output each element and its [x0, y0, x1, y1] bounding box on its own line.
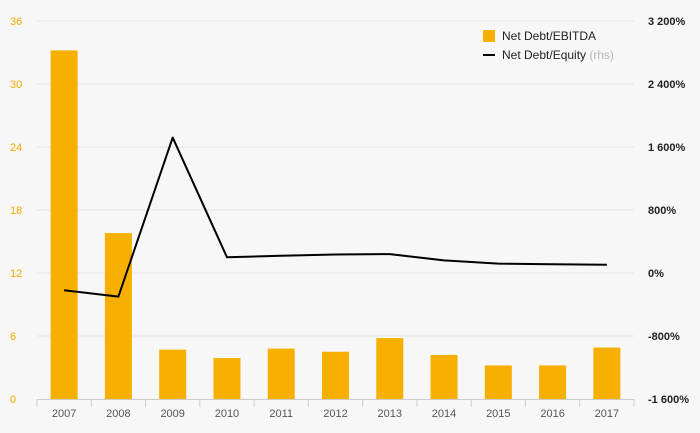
left-axis-tick-label: 0 [10, 394, 16, 406]
x-axis-tick-label: 2009 [160, 408, 184, 420]
left-axis-tick-label: 24 [10, 142, 22, 154]
left-axis-tick-label: 30 [10, 79, 22, 91]
bar-2007 [50, 50, 78, 400]
right-axis-tick-label: -800% [648, 331, 680, 343]
left-axis-tick-label: 12 [10, 268, 22, 280]
x-axis-tick-label: 2015 [486, 408, 510, 420]
bar-2017 [593, 347, 621, 399]
left-axis-tick-label: 6 [10, 331, 16, 343]
right-axis: -1 600% -800% 0% 800% 1 600% 2 400% 3 200% [648, 16, 689, 406]
legend-label-net-debt-ebitda: Net Debt/EBITDA [502, 29, 596, 43]
gridlines [37, 20, 634, 337]
legend-label-net-debt-equity: Net Debt/Equity (rhs) [502, 48, 614, 62]
right-axis-tick-label: 3 200% [648, 16, 686, 28]
right-axis-tick-label: 0% [648, 268, 664, 280]
bar-2009 [159, 349, 187, 399]
legend-label-rhs-suffix: (rhs) [589, 48, 614, 62]
legend-label-net-debt-equity-name: Net Debt/Equity [502, 48, 589, 62]
bar-2011 [267, 348, 295, 399]
legend-swatch-net-debt-ebitda [483, 30, 495, 42]
x-axis: 2007 2008 2009 2010 2011 2012 2013 2014 2015 2016… [36, 399, 635, 420]
x-axis-tick-label: 2017 [595, 408, 619, 420]
x-axis-tick-label: 2013 [378, 408, 402, 420]
bar-series [50, 50, 621, 400]
x-axis-tick-label: 2012 [323, 408, 347, 420]
left-axis-tick-label: 18 [10, 205, 22, 217]
bar-2010 [213, 358, 241, 399]
bar-2014 [430, 354, 458, 399]
left-axis-tick-label: 36 [10, 16, 22, 28]
bar-2008 [104, 233, 132, 399]
bar-2012 [322, 351, 349, 399]
legend: Net Debt/EBITDA Net Debt/Equity (rhs) [483, 29, 614, 62]
x-axis-tick-label: 2014 [432, 408, 456, 420]
right-axis-tick-label: 1 600% [648, 142, 686, 154]
x-axis-tick-label: 2011 [269, 408, 293, 420]
line-net-debt-equity [63, 136, 607, 298]
bar-2015 [484, 365, 512, 399]
line-series [63, 136, 607, 298]
right-axis-tick-label: 2 400% [648, 79, 686, 91]
x-axis-tick-label: 2008 [106, 408, 130, 420]
x-axis-tick-label: 2016 [540, 408, 564, 420]
bar-2013 [376, 338, 404, 399]
bar-2016 [539, 365, 567, 399]
x-axis-tick-label: 2010 [215, 408, 239, 420]
left-axis: 0 6 12 18 24 30 36 [10, 16, 22, 406]
right-axis-tick-label: -1 600% [648, 394, 689, 406]
x-axis-tick-label: 2007 [52, 408, 76, 420]
right-axis-tick-label: 800% [648, 205, 676, 217]
